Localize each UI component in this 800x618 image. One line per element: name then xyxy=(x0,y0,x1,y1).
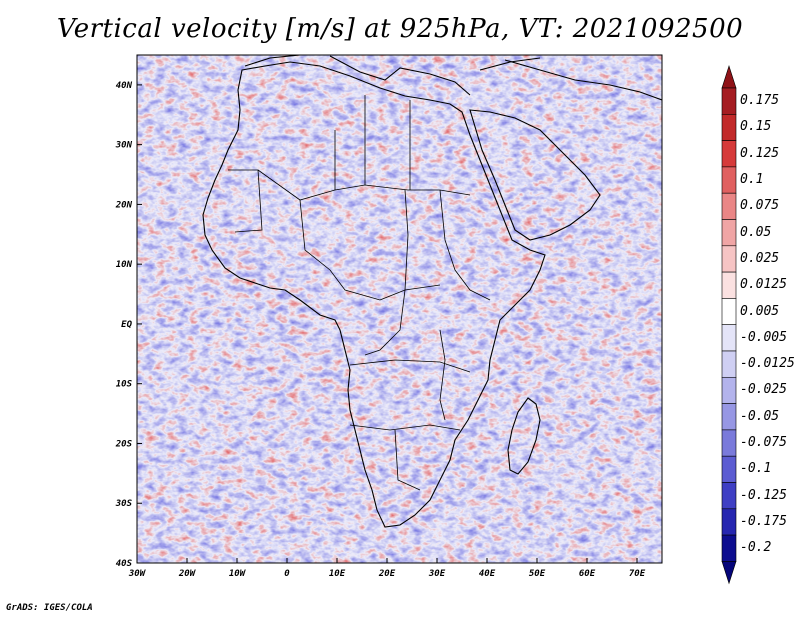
lon-tick-label: 30W xyxy=(128,569,147,579)
lat-tick-label: EQ xyxy=(121,320,132,330)
lat-tick-label: 20S xyxy=(115,439,133,449)
africa-coastline xyxy=(202,61,546,528)
axis-ticks: 30W 20W 10W 0 10E 20E 30E 40E 50E 60E 70E 40N 30N 20N… xyxy=(115,81,646,579)
arabia-coastline xyxy=(469,109,601,241)
colorbar xyxy=(721,65,737,585)
lat-tick-label: 10N xyxy=(116,260,133,270)
lon-tick-label: 10E xyxy=(329,569,346,579)
colorbar-label: -0.005 xyxy=(740,329,787,345)
colorbar-label: -0.1 xyxy=(740,461,772,477)
lon-tick-label: 20E xyxy=(378,569,396,579)
lon-tick-label: 70E xyxy=(629,569,646,579)
colorbar-label: -0.175 xyxy=(740,513,787,529)
asia-coastline xyxy=(504,59,662,101)
colorbar-swatch xyxy=(721,298,737,325)
colorbar-label: 0.0125 xyxy=(740,277,787,293)
colorbar-swatch xyxy=(721,271,737,299)
colorbar-label: -0.05 xyxy=(740,408,780,424)
colorbar-label: 0.175 xyxy=(740,93,780,109)
colorbar-label: 0.005 xyxy=(740,303,780,319)
lat-tick-label: 10S xyxy=(116,380,133,390)
colorbar-swatch xyxy=(721,455,737,483)
colorbar-label: -0.125 xyxy=(740,487,787,503)
colorbar-label: 0.075 xyxy=(740,198,780,214)
colorbar-label: -0.025 xyxy=(740,382,787,398)
colorbar-swatch xyxy=(721,324,737,352)
colorbar-swatch xyxy=(721,166,737,194)
colorbar-swatch xyxy=(721,219,737,247)
velocity-field xyxy=(137,55,662,563)
lat-tick-label: 20N xyxy=(115,200,133,210)
lat-tick-label: 30S xyxy=(115,499,133,509)
colorbar-label: 0.15 xyxy=(740,119,772,135)
lon-tick-label: 40E xyxy=(479,569,496,579)
lon-tick-label: 50E xyxy=(529,569,546,579)
colorbar-top-arrow xyxy=(721,65,737,89)
lon-tick-label: 0 xyxy=(284,569,290,579)
colorbar-swatch xyxy=(721,429,737,457)
map-title: Vertical velocity [m/s] at 925hPa, VT: 2… xyxy=(56,14,744,44)
colorbar-swatch xyxy=(721,534,737,562)
colorbar-swatch xyxy=(721,376,737,404)
grads-credit: GrADS: IGES/COLA xyxy=(6,603,93,613)
colorbar-label: 0.125 xyxy=(740,145,780,161)
colorbar-label: -0.075 xyxy=(740,435,787,451)
colorbar-swatch xyxy=(721,192,737,220)
colorbar-label: 0.025 xyxy=(740,250,780,266)
colorbar-swatch xyxy=(721,87,737,115)
plot-frame xyxy=(136,54,663,564)
colorbar-swatch xyxy=(721,482,737,510)
colorbar-bottom-arrow xyxy=(721,561,737,585)
colorbar-swatch xyxy=(721,114,737,141)
colorbar-label: 0.1 xyxy=(740,172,764,188)
colorbar-swatch xyxy=(721,245,737,273)
colorbar-label: -0.2 xyxy=(740,540,772,556)
colorbar-swatch xyxy=(721,140,737,168)
lon-tick-label: 60E xyxy=(579,569,596,579)
lat-tick-label: 40N xyxy=(116,81,133,91)
lon-tick-label: 30E xyxy=(428,569,446,579)
lon-tick-label: 10W xyxy=(229,569,247,579)
colorbar-label: 0.05 xyxy=(740,224,772,240)
lat-tick-label: 40S xyxy=(116,559,133,569)
colorbar-swatch xyxy=(721,403,737,431)
lat-tick-label: 30N xyxy=(115,141,133,151)
country-borders xyxy=(228,95,491,491)
colorbar-label: -0.0125 xyxy=(740,356,795,372)
colorbar-swatch xyxy=(721,508,737,536)
lon-tick-label: 20W xyxy=(178,569,197,579)
colorbar-swatch xyxy=(721,350,737,378)
madagascar-coastline xyxy=(507,397,541,475)
coastlines xyxy=(202,55,662,528)
